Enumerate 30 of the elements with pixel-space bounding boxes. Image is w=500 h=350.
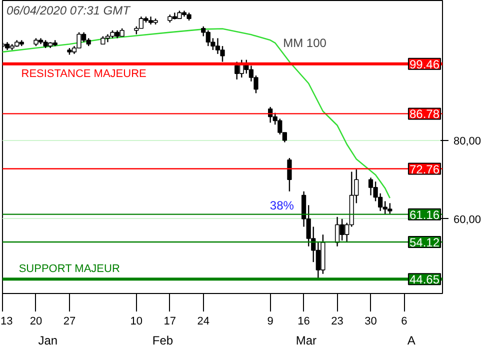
x-tick-label: 20 [30,316,42,328]
ref-line-label: 72.76 [409,162,440,176]
ref-line-label: 86.78 [409,107,440,122]
text: Mar [296,334,317,348]
text: Jan [38,334,58,348]
x-tick-label: 9 [267,316,274,328]
text: A [407,334,416,348]
ref-line-label: 44.65 [409,272,440,287]
y-tick-label: 60,00 [454,214,482,226]
y-tick-label: 80,00 [454,135,482,148]
line-series [2,28,391,199]
x-tick-label: 23 [331,316,344,328]
x-tick-label: 10 [130,316,143,328]
annotation: 38% [270,198,294,213]
annotation: SUPPORT MAJEUR [18,263,120,276]
x-tick-label: 27 [63,316,76,328]
text: Feb [152,334,174,348]
x-tick-label: 6 [401,316,408,328]
ref-line-label: 61.16 [409,208,440,222]
x-tick-label: 16 [298,316,310,328]
candlestick [287,157,292,192]
series-label: MM 100 [283,36,327,50]
annotation: RESISTANCE MAJEURE [21,68,146,80]
ref-line-label: 99.46 [409,57,440,72]
x-tick-label: 13 [0,316,13,328]
x-tick-label: 24 [197,316,210,328]
x-tick-label: 30 [364,316,377,328]
x-tick-label: 17 [164,316,176,328]
chart-title: 06/04/2020 07:31 GMT [6,4,132,18]
ref-line-label: 54.12 [409,235,440,250]
